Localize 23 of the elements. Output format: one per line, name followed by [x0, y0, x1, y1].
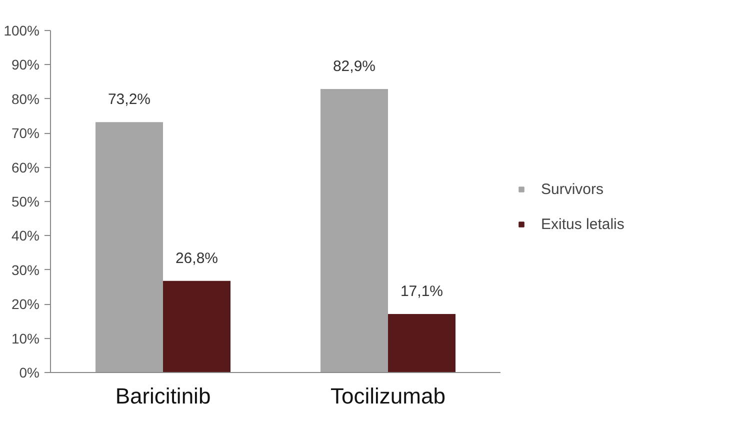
y-tick-label: 70% [11, 125, 40, 142]
legend-label: Exitus letalis [541, 216, 624, 232]
y-tick-label: 50% [11, 194, 40, 210]
y-tick-label: 90% [11, 56, 40, 73]
y-tick-label: 20% [11, 296, 40, 312]
bar [320, 88, 388, 372]
legend-label: Survivors [541, 180, 604, 198]
x-tick-label: Baricitinib [115, 384, 211, 408]
data-label: 73,2% [108, 91, 151, 108]
bar [96, 122, 163, 372]
bar [163, 280, 230, 372]
y-tick-label: 60% [11, 159, 40, 176]
y-tick-label: 10% [11, 330, 40, 346]
bar [388, 314, 456, 372]
data-label: 82,9% [332, 58, 376, 75]
y-tick-label: 30% [11, 262, 40, 278]
y-tick-label: 100% [4, 22, 40, 38]
y-tick-label: 40% [11, 228, 40, 244]
x-tick-label: Tocilizumab [330, 384, 446, 408]
data-label: 17,1% [400, 283, 444, 300]
y-tick-label: 80% [11, 90, 40, 107]
y-tick-label: 0% [19, 364, 40, 380]
data-label: 26,8% [175, 250, 218, 267]
